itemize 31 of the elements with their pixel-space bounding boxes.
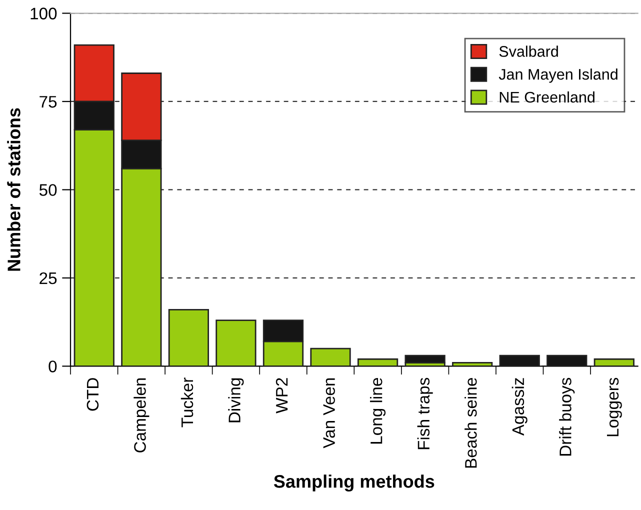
y-tick-label: 25 [40,272,57,284]
legend-label: NE Greenland [500,91,594,103]
y-tick-label: 100 [30,8,57,20]
x-tick-label: Beach seine [464,378,477,468]
bar [452,362,493,366]
y-tick-label: 50 [39,184,57,196]
x-tick-label: Diving [228,378,244,422]
x-tick-label: Campelen [134,378,150,452]
bar [168,309,210,366]
x-tick-label: Tucker [180,378,194,428]
x-tick-label: WP2 [276,378,288,414]
x-tick-label: Van Veen [323,378,335,448]
x-tick-label: Fish traps [417,378,433,450]
y-tick-label: 75 [40,96,57,108]
bar [357,358,398,366]
x-tick-label: Drift buoys [559,378,575,456]
x-tick-label: Long line [370,378,386,444]
legend-label: Svalbard [499,46,558,57]
bar [499,354,540,366]
bar [546,354,588,366]
y-tick-label: 0 [48,360,57,372]
bar [310,348,351,366]
bar [404,354,446,364]
bar [216,320,256,366]
y-axis-title: Number of stations [7,108,20,271]
x-tick-label: Agassiz [512,378,528,436]
legend-label: Jan Mayen Island [498,68,618,83]
x-tick-label: CTD [86,378,99,411]
x-axis-title: Sampling methods [274,474,434,492]
bar [594,358,634,366]
x-tick-label: Loggers [607,378,622,436]
